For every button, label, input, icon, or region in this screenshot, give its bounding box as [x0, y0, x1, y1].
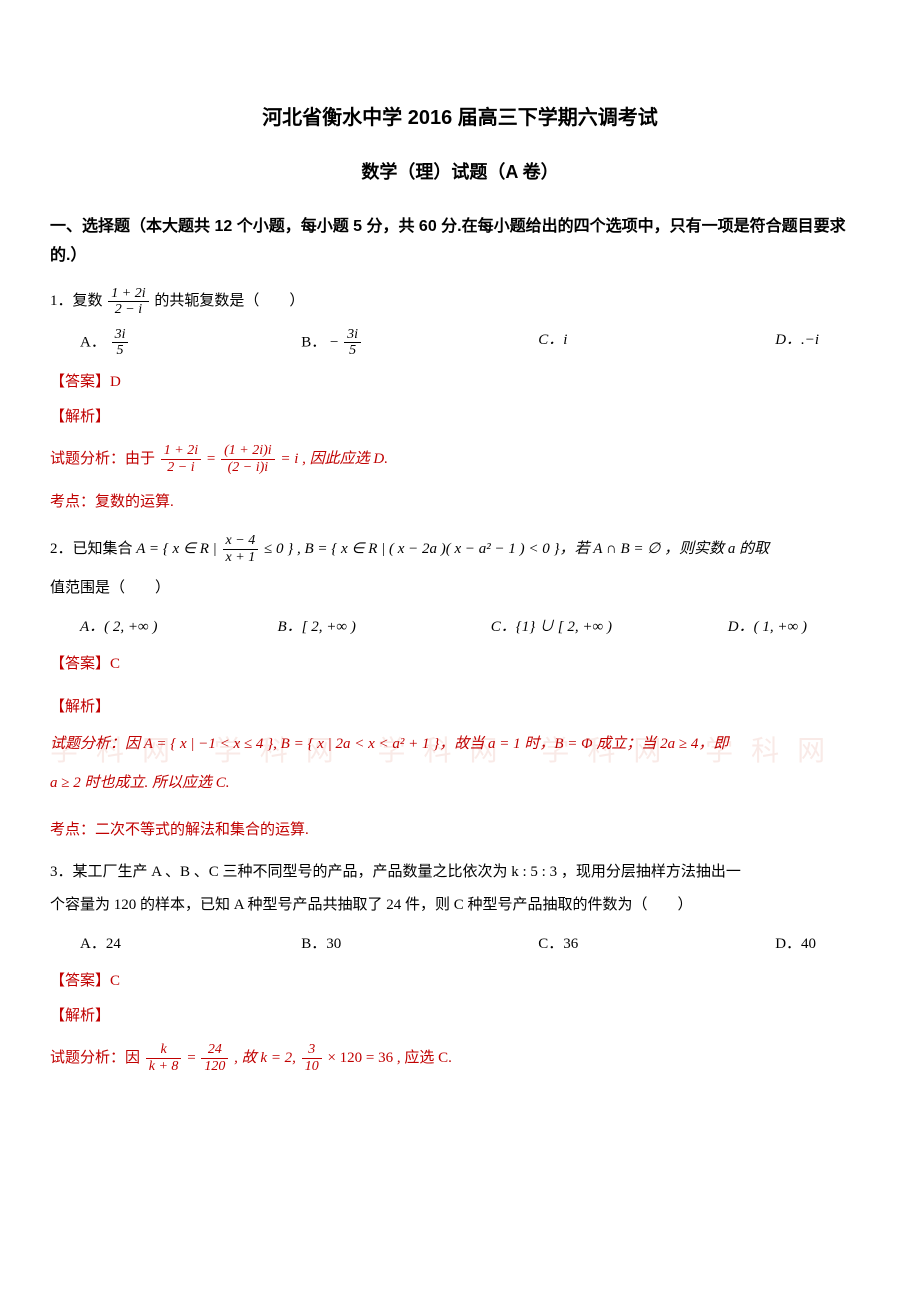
q3-mid2: , 故 k = 2,: [234, 1050, 300, 1066]
q3-answer: 【答案】C: [50, 968, 870, 995]
q3-optA: A．24: [80, 931, 301, 958]
q1-analysis-label: 【解析】: [50, 404, 870, 431]
q1-options: A． 3i 5 B． − 3i 5 C．i D．.−i: [80, 327, 870, 359]
q1-frac-num: 1 + 2i: [108, 286, 148, 302]
q1-an-rhs-den: (2 − i)i: [221, 460, 275, 475]
q1-optD: D．.−i: [775, 327, 870, 359]
q3-options: A．24 B．30 C．36 D．40: [80, 931, 870, 958]
q3-stem-line2: 个容量为 120 的样本，已知 A 种型号产品共抽取了 24 件，则 C 种型号…: [50, 892, 870, 919]
q1-optA-den: 5: [112, 343, 129, 358]
q3-f2-den: 120: [201, 1059, 228, 1074]
q1-frac-den: 2 − i: [108, 302, 148, 317]
q3-tail: × 120 = 36 , 应选 C.: [327, 1050, 451, 1066]
q3-mid1: =: [187, 1050, 199, 1066]
q2-analysis-label: 【解析】: [50, 694, 870, 721]
q2-setA-r: ≤ 0 } , B = { x ∈ R | ( x − 2a )( x − a²…: [264, 541, 769, 557]
q3-f1-num: k: [146, 1042, 182, 1058]
q2-an1-text: 试题分析：因 A = { x | −1 < x ≤ 4 }, B = { x |…: [50, 736, 728, 752]
q1-an-lhs-num: 1 + 2i: [161, 443, 201, 459]
q3-f1-den: k + 8: [146, 1059, 182, 1074]
q2-setA-den: x + 1: [223, 550, 259, 565]
q3-stem-line1: 3．某工厂生产 A 、B 、C 三种不同型号的产品，产品数量之比依次为 k : …: [50, 859, 870, 886]
q1-answer: 【答案】D: [50, 369, 870, 396]
q3-optB: B．30: [301, 931, 538, 958]
q1-an-lhs-den: 2 − i: [161, 460, 201, 475]
q1-an-mid: =: [207, 451, 219, 467]
q1-analysis: 试题分析：由于 1 + 2i 2 − i = (1 + 2i)i (2 − i)…: [50, 441, 870, 477]
section-heading: 一、选择题（本大题共 12 个小题，每小题 5 分，共 60 分.在每小题给出的…: [50, 213, 870, 271]
q1-optB-label: B．: [301, 334, 326, 350]
exam-title: 河北省衡水中学 2016 届高三下学期六调考试: [50, 100, 870, 136]
q3-f2-num: 24: [201, 1042, 228, 1058]
q3-f3-den: 10: [302, 1059, 322, 1074]
q1-optB: B． − 3i 5: [301, 327, 538, 359]
q2-stem-prefix: 2．已知集合: [50, 541, 136, 557]
q3-analysis-label: 【解析】: [50, 1003, 870, 1030]
q2-stem: 2．已知集合 A = { x ∈ R | x − 4 x + 1 ≤ 0 } ,…: [50, 531, 870, 567]
q2-an2-text: a ≥ 2 时也成立. 所以应选 C.: [50, 775, 230, 791]
q1-stem-prefix: 1．复数: [50, 293, 106, 309]
q1-optA-label: A．: [80, 334, 106, 350]
q2-optC: C．{1} ∪ [ 2, +∞ ): [491, 614, 728, 641]
q3-optC: C．36: [538, 931, 775, 958]
q1-an-result: = i , 因此应选 D.: [280, 451, 388, 467]
q2-stem-line2: 值范围是（ ）: [50, 575, 870, 602]
q2-analysis-line1: 试题分析：因 A = { x | −1 < x ≤ 4 }, B = { x |…: [50, 731, 870, 758]
q3-optD: D．40: [775, 931, 870, 958]
q1-optC: C．i: [538, 327, 775, 359]
q1-optB-num: 3i: [344, 327, 361, 343]
exam-subtitle: 数学（理）试题（A 卷）: [50, 156, 870, 188]
q1-stem: 1．复数 1 + 2i 2 − i 的共轭复数是（ ）: [50, 283, 870, 319]
q2-setA-num: x − 4: [223, 533, 259, 549]
q1-optA-num: 3i: [112, 327, 129, 343]
q3-analysis: 试题分析：因 k k + 8 = 24 120 , 故 k = 2, 3 10 …: [50, 1040, 870, 1076]
q3-f3-num: 3: [302, 1042, 322, 1058]
q2-analysis-line2: a ≥ 2 时也成立. 所以应选 C.: [50, 770, 870, 797]
q2-optB: B．[ 2, +∞ ): [278, 614, 491, 641]
q3-an-prefix: 试题分析：因: [50, 1050, 144, 1066]
q2-topic: 考点：二次不等式的解法和集合的运算.: [50, 817, 870, 844]
q1-optB-den: 5: [344, 343, 361, 358]
q2-options: A．( 2, +∞ ) B．[ 2, +∞ ) C．{1} ∪ [ 2, +∞ …: [80, 614, 870, 641]
q1-an-rhs-num: (1 + 2i)i: [221, 443, 275, 459]
q2-answer: 【答案】C: [50, 651, 870, 678]
q1-optB-neg: −: [330, 334, 338, 350]
q1-analysis-prefix: 试题分析：由于: [50, 451, 159, 467]
q1-stem-suffix: 的共轭复数是（ ）: [154, 293, 304, 309]
q2-setA-l: A = { x ∈ R |: [136, 541, 220, 557]
q1-topic: 考点：复数的运算.: [50, 489, 870, 516]
q2-optA: A．( 2, +∞ ): [80, 614, 278, 641]
q2-optD: D．( 1, +∞ ): [728, 614, 870, 641]
q1-optA: A． 3i 5: [80, 327, 301, 359]
